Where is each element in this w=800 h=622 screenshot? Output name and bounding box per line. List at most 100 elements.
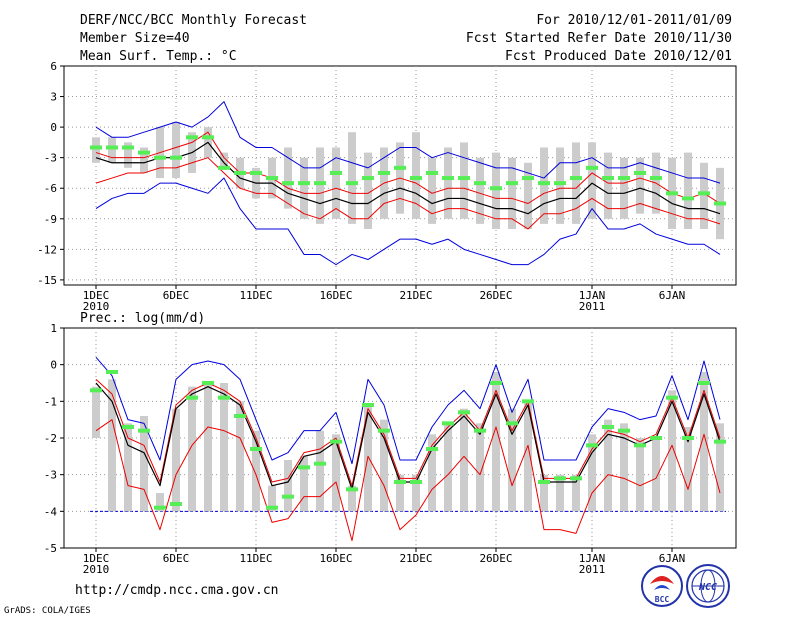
prec-median-marker bbox=[458, 410, 470, 415]
temp-y-tick-label: 6 bbox=[50, 60, 57, 73]
prec-median-marker bbox=[490, 381, 502, 385]
prec-ensemble-box bbox=[524, 401, 532, 512]
temp-ensemble-box bbox=[700, 162, 708, 229]
temp-ensemble-box bbox=[108, 137, 116, 163]
prec-median-marker bbox=[650, 436, 662, 440]
bcc-logo: BCC bbox=[641, 565, 683, 607]
prec-y-tick-label: -2 bbox=[44, 432, 57, 445]
prec-median-marker bbox=[522, 399, 534, 404]
temp-median-marker bbox=[122, 145, 134, 150]
temp-y-tick-label: -12 bbox=[37, 243, 57, 256]
prec-ensemble-box bbox=[476, 423, 484, 512]
prec-median-marker bbox=[666, 395, 678, 400]
prec-median-marker bbox=[378, 428, 390, 433]
prec-ensemble-box bbox=[492, 372, 500, 512]
source-url: http://cmdp.ncc.cma.gov.cn bbox=[75, 583, 279, 598]
temp-ensemble-box bbox=[620, 157, 628, 219]
prec-y-tick-label: -3 bbox=[44, 469, 57, 482]
prec-ensemble-box bbox=[620, 423, 628, 512]
prec-median-marker bbox=[634, 443, 646, 448]
prec-ensemble-box bbox=[92, 386, 100, 438]
prec-ensemble-box bbox=[348, 485, 356, 512]
prec-median-marker bbox=[202, 381, 214, 385]
temp-x-tick-label: 11DEC bbox=[239, 289, 272, 302]
temp-median-marker bbox=[138, 150, 150, 155]
prec-median-marker bbox=[298, 465, 310, 470]
temp-median-marker bbox=[618, 176, 630, 181]
prec-ensemble-box bbox=[556, 474, 564, 512]
temp-ensemble-box bbox=[508, 157, 516, 229]
prec-ensemble-box bbox=[508, 408, 516, 512]
prec-ensemble-box bbox=[140, 416, 148, 512]
temp-x-tick-year: 2011 bbox=[579, 300, 606, 313]
prec-x-tick-label: 26DEC bbox=[479, 552, 512, 565]
temp-ensemble-box bbox=[316, 147, 324, 224]
prec-ensemble-box bbox=[316, 430, 324, 512]
fcst-started-date: Fcst Started Refer Date 2010/11/30 bbox=[466, 31, 732, 46]
temp-ensemble-box bbox=[92, 137, 100, 163]
prec-ensemble-box bbox=[396, 474, 404, 512]
temp-median-marker bbox=[474, 181, 486, 186]
temp-ensemble-box bbox=[604, 152, 612, 219]
prec-median-marker bbox=[586, 443, 598, 448]
figure-title: DERF/NCC/BCC Monthly Forecast bbox=[80, 13, 307, 28]
prec-y-tick-label: -4 bbox=[44, 505, 58, 518]
temp-ensemble-box bbox=[460, 142, 468, 219]
temp-y-tick-label: -9 bbox=[44, 213, 57, 226]
temp-median-marker bbox=[458, 176, 470, 181]
prec-ensemble-box bbox=[220, 383, 228, 512]
prec-median-marker bbox=[442, 421, 454, 426]
prec-median-marker bbox=[266, 505, 278, 510]
temp-median-marker bbox=[682, 196, 694, 201]
temp-median-marker bbox=[506, 181, 518, 186]
prec-median-marker bbox=[314, 461, 326, 466]
temp-median-marker bbox=[570, 176, 582, 181]
member-size: Member Size=40 bbox=[80, 31, 190, 46]
prec-median-marker bbox=[282, 494, 294, 499]
prec-ensemble-box bbox=[652, 438, 660, 512]
prec-ensemble-box bbox=[540, 474, 548, 512]
temp-ensemble-box bbox=[140, 147, 148, 173]
prec-x-tick-label: 11DEC bbox=[239, 552, 272, 565]
prec-x-tick-label: 6DEC bbox=[163, 552, 190, 565]
prec-median-marker bbox=[106, 370, 118, 374]
prec-ensemble-box bbox=[332, 434, 340, 512]
temp-median-marker bbox=[298, 181, 310, 186]
prec-median-marker bbox=[330, 439, 342, 444]
prec-ensemble-box bbox=[204, 383, 212, 512]
prec-x-tick-label: 1JAN bbox=[579, 552, 606, 565]
temp-ensemble-box bbox=[588, 142, 596, 219]
temp-median-marker bbox=[346, 181, 358, 186]
temp-ensemble-box bbox=[220, 152, 228, 168]
prec-median-marker bbox=[474, 428, 486, 433]
temp-ensemble-box bbox=[332, 147, 340, 219]
ncc-logo-label: NCC bbox=[698, 582, 717, 593]
temp-y-tick-label: -3 bbox=[44, 152, 57, 165]
temp-median-marker bbox=[522, 176, 534, 181]
temp-median-marker bbox=[602, 176, 614, 181]
prec-median-marker bbox=[602, 425, 614, 429]
prec-ensemble-box bbox=[284, 460, 292, 512]
prec-median-marker bbox=[506, 421, 518, 426]
temp-ensemble-box bbox=[572, 142, 580, 224]
temp-median-marker bbox=[170, 155, 182, 160]
temp-y-tick-label: 3 bbox=[50, 91, 57, 104]
prec-x-tick-year: 2010 bbox=[83, 563, 110, 576]
prec-ensemble-box bbox=[700, 372, 708, 512]
precipitation-panel-title: Prec.: log(mm/d) bbox=[80, 311, 205, 326]
temp-x-tick-label: 6JAN bbox=[659, 289, 686, 302]
temp-x-tick-label: 1DEC bbox=[83, 289, 110, 302]
bcc-logo-label: BCC bbox=[655, 595, 670, 604]
temp-median-marker bbox=[218, 165, 230, 170]
temp-ensemble-box bbox=[172, 122, 180, 179]
temp-median-marker bbox=[586, 165, 598, 170]
prec-median-marker bbox=[250, 447, 262, 451]
prec-y-tick-label: -1 bbox=[44, 395, 57, 408]
prec-ensemble-box bbox=[460, 408, 468, 512]
temp-median-marker bbox=[362, 176, 374, 181]
prec-spread-high-line bbox=[95, 378, 721, 487]
temp-ensemble-box bbox=[492, 152, 500, 229]
